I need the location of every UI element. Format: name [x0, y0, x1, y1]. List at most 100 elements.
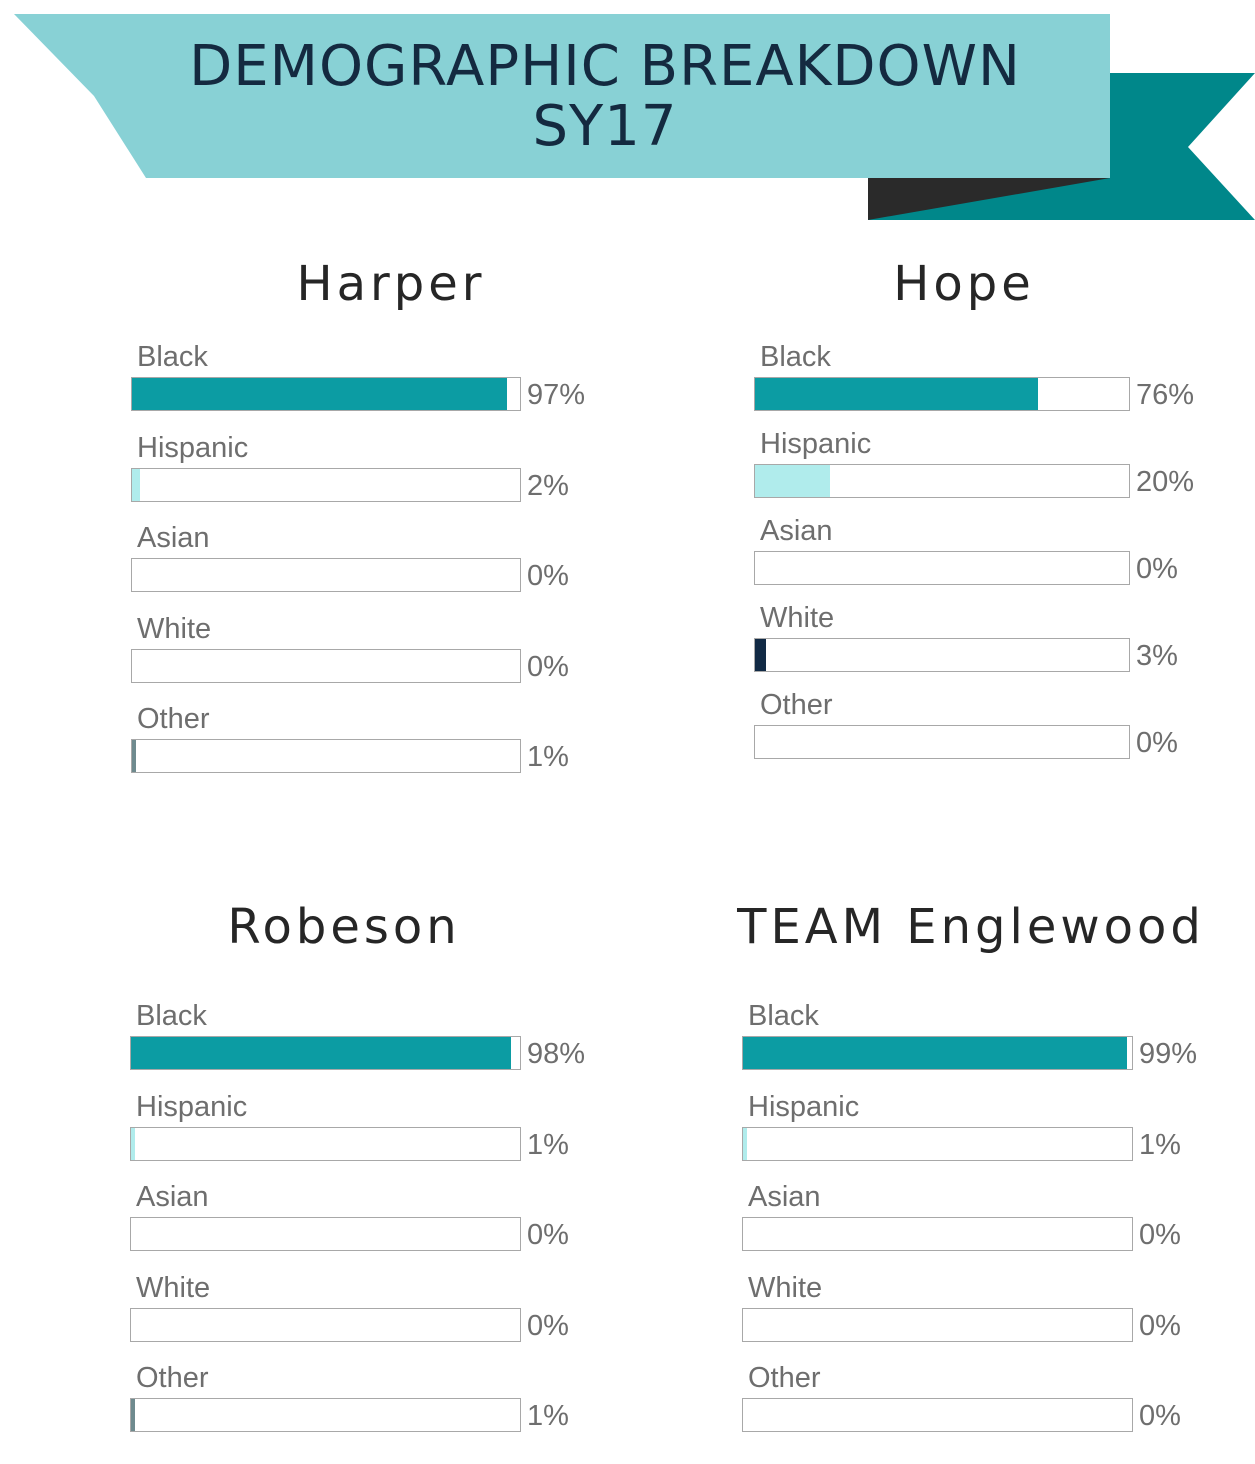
bar-track: [754, 464, 1130, 498]
value-label: 0%: [527, 1219, 569, 1251]
value-label: 1%: [527, 1128, 569, 1161]
bar-track: [131, 467, 521, 502]
category-label: Black: [760, 341, 831, 373]
bar-track: [131, 648, 521, 683]
value-label: 2%: [527, 469, 569, 502]
bar-hispanic: [132, 468, 140, 501]
category-label: Black: [137, 341, 208, 373]
bar-other: [132, 740, 136, 772]
bar-white: [755, 639, 767, 671]
bar-track: [754, 725, 1130, 759]
value-label: 0%: [1136, 553, 1178, 585]
value-label: 1%: [527, 1400, 569, 1432]
bar-track: [130, 1307, 521, 1342]
bar-row-black: Black 98%: [130, 999, 650, 1089]
bar-track: [130, 1036, 521, 1070]
page-title: DEMOGRAPHIC BREAKDOWN: [189, 34, 1021, 99]
bar-row-white: White 0%: [131, 612, 651, 702]
bar-row-other: Other 0%: [742, 1361, 1255, 1451]
chart-panel-robeson: Robeson Black 98% Hispanic 1% Asian 0% White 0%…: [130, 895, 650, 1455]
category-label: White: [136, 1271, 211, 1304]
bar-track: [131, 377, 521, 411]
value-label: 1%: [527, 741, 569, 773]
bar-row-other: Other 1%: [130, 1361, 650, 1451]
bar-track: [131, 558, 521, 592]
value-label: 0%: [1139, 1400, 1181, 1432]
value-label: 0%: [527, 650, 569, 683]
value-label: 3%: [1136, 640, 1178, 672]
category-label: Other: [760, 689, 833, 721]
bar-other: [131, 1399, 135, 1431]
bar-row-hispanic: Hispanic 1%: [742, 1090, 1255, 1180]
bar-track: [131, 739, 521, 773]
value-label: 0%: [527, 560, 569, 592]
bar-track: [130, 1126, 521, 1161]
chart-panel-harper: Harper Black 97% Hispanic 2% Asian 0% White 0% O…: [131, 250, 651, 810]
bar-track: [742, 1307, 1133, 1342]
chart-title: Robeson: [227, 899, 461, 955]
category-label: Asian: [136, 1181, 209, 1213]
bar-row-hispanic: Hispanic 20%: [754, 427, 1255, 517]
bar-row-hispanic: Hispanic 2%: [131, 431, 651, 521]
category-label: Hispanic: [137, 431, 249, 464]
page-subtitle: SY17: [532, 94, 678, 159]
bar-black: [755, 378, 1039, 410]
category-label: Asian: [748, 1181, 821, 1213]
category-label: Other: [137, 703, 210, 735]
chart-title: TEAM Englewood: [737, 899, 1205, 955]
banner-ribbon-front: [14, 14, 1110, 178]
bar-row-asian: Asian 0%: [742, 1180, 1255, 1270]
value-label: 76%: [1136, 379, 1195, 411]
value-label: 98%: [527, 1038, 586, 1070]
bar-black: [131, 1037, 512, 1069]
category-label: Other: [136, 1362, 209, 1394]
category-label: White: [137, 612, 212, 645]
bar-track: [742, 1126, 1133, 1161]
category-label: Hispanic: [760, 428, 872, 460]
bar-hispanic: [755, 465, 830, 497]
bar-track: [130, 1398, 521, 1432]
value-label: 1%: [1139, 1128, 1181, 1161]
value-label: 0%: [1136, 727, 1178, 759]
chart-title: Hope: [893, 256, 1035, 312]
category-label: Black: [136, 1000, 207, 1032]
value-label: 0%: [1139, 1309, 1181, 1342]
bar-row-white: White 3%: [754, 601, 1255, 691]
bar-track: [742, 1217, 1133, 1251]
bar-track: [130, 1217, 521, 1251]
bar-row-other: Other 1%: [131, 702, 651, 792]
bar-black: [132, 378, 508, 410]
value-label: 20%: [1136, 466, 1195, 498]
bar-row-asian: Asian 0%: [130, 1180, 650, 1270]
category-label: Asian: [760, 515, 833, 547]
bar-hispanic: [743, 1127, 747, 1160]
bar-track: [742, 1398, 1133, 1432]
bar-row-white: White 0%: [742, 1271, 1255, 1361]
category-label: White: [748, 1271, 823, 1304]
value-label: 99%: [1139, 1038, 1198, 1070]
bar-row-black: Black 97%: [131, 340, 651, 430]
category-label: Asian: [137, 522, 210, 554]
value-label: 0%: [1139, 1219, 1181, 1251]
bar-track: [742, 1036, 1133, 1070]
bar-row-asian: Asian 0%: [131, 521, 651, 611]
bar-track: [754, 638, 1130, 672]
category-label: Black: [748, 1000, 819, 1032]
bar-row-other: Other 0%: [754, 688, 1255, 778]
chart-title: Harper: [296, 256, 486, 312]
category-label: Other: [748, 1362, 821, 1394]
title-banner: [14, 14, 1255, 220]
chart-panel-hope: Hope Black 76% Hispanic 20% Asian 0% White 3% Ot…: [754, 250, 1255, 810]
category-label: Hispanic: [136, 1090, 248, 1123]
bar-row-asian: Asian 0%: [754, 514, 1255, 604]
value-label: 0%: [527, 1309, 569, 1342]
value-label: 97%: [527, 379, 586, 411]
bar-hispanic: [131, 1127, 135, 1160]
category-label: White: [760, 602, 835, 634]
category-label: Hispanic: [748, 1090, 860, 1123]
bar-track: [754, 377, 1130, 411]
bar-row-black: Black 99%: [742, 999, 1255, 1089]
bar-black: [743, 1037, 1128, 1069]
bar-row-black: Black 76%: [754, 340, 1255, 430]
bar-row-white: White 0%: [130, 1271, 650, 1361]
